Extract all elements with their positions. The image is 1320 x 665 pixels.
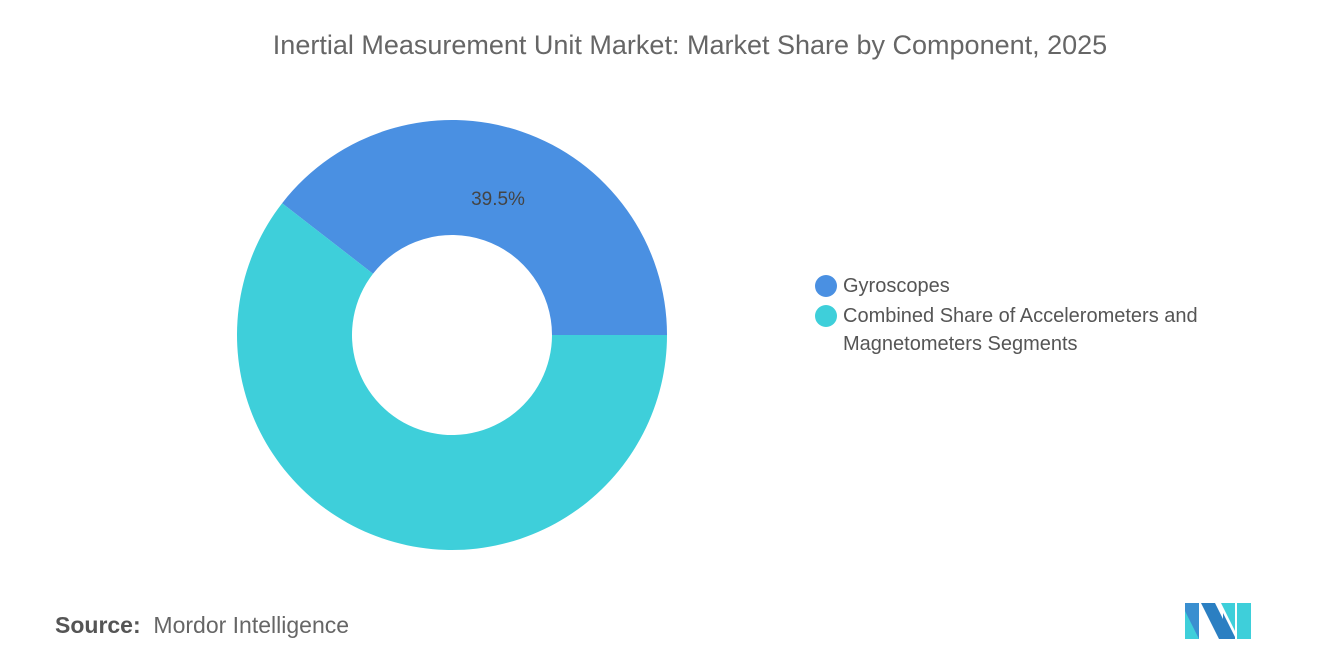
chart-title: Inertial Measurement Unit Market: Market… — [272, 30, 1108, 60]
legend-swatch — [815, 305, 837, 327]
slice-0 — [282, 119, 667, 335]
mordor-logo — [1185, 603, 1251, 639]
source-note: Source: Mordor Intelligence — [55, 612, 349, 639]
slice-1 — [237, 203, 667, 550]
source-label: Source: — [55, 612, 141, 638]
legend-item-combined: Combined Share of Accelerometers and Mag… — [815, 302, 1263, 358]
legend-swatch — [815, 275, 837, 297]
legend-label: Gyroscopes — [843, 275, 950, 297]
legend-label: Combined Share of Accelerometers and Mag… — [843, 305, 1198, 355]
source-value: Mordor Intelligence — [153, 612, 350, 638]
legend-item-gyroscopes: Gyroscopes — [815, 272, 1263, 300]
data-label: 39.5% — [471, 189, 525, 210]
